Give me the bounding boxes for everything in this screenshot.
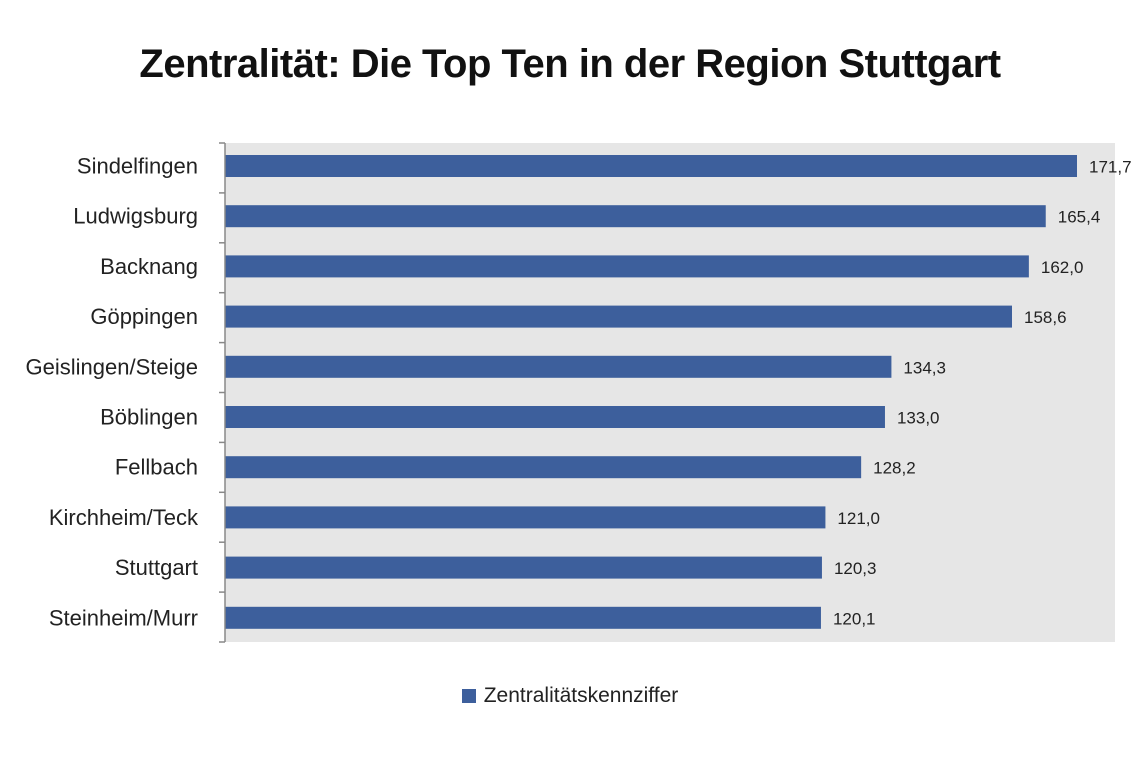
category-label: Steinheim/Murr xyxy=(49,605,198,630)
category-label: Backnang xyxy=(100,254,198,279)
chart-title: Zentralität: Die Top Ten in der Region S… xyxy=(139,42,1001,86)
category-label: Stuttgart xyxy=(115,555,198,580)
bars-group xyxy=(225,155,1077,629)
data-label: 128,2 xyxy=(873,459,916,478)
bar xyxy=(225,406,885,428)
category-label: Sindelfingen xyxy=(77,154,198,179)
bar xyxy=(225,305,1012,328)
category-label: Geislingen/Steige xyxy=(26,354,198,379)
data-label: 121,0 xyxy=(837,509,880,528)
legend-swatch xyxy=(461,689,476,703)
category-label: Fellbach xyxy=(115,455,198,480)
category-label: Ludwigsburg xyxy=(73,204,198,229)
bar xyxy=(225,255,1029,278)
category-labels: Sindelfingen Ludwigsburg Backnang Göppingen… xyxy=(26,154,199,631)
category-label: Böblingen xyxy=(100,405,198,430)
data-label: 134,3 xyxy=(903,358,946,377)
bar xyxy=(225,155,1077,177)
category-label: Göppingen xyxy=(90,304,198,329)
data-label: 120,3 xyxy=(834,559,877,578)
bar xyxy=(225,606,821,629)
data-label: 133,0 xyxy=(897,409,940,428)
y-axis-ticks xyxy=(219,142,225,643)
value-labels: 171,7 165,4 162,0 158,6 134,3 133,0 128,2 121,0… xyxy=(833,158,1132,629)
bar xyxy=(225,355,892,378)
data-label: 120,1 xyxy=(833,609,876,628)
data-label: 162,0 xyxy=(1041,258,1084,277)
legend-label: Zentralitätskennziffer xyxy=(483,684,679,707)
data-label: 165,4 xyxy=(1058,208,1101,227)
data-label: 171,7 xyxy=(1089,158,1132,177)
category-label: Kirchheim/Teck xyxy=(49,505,199,530)
legend: Zentralitätskennziffer xyxy=(0,684,1140,708)
bar xyxy=(225,556,822,579)
data-label: 158,6 xyxy=(1024,308,1067,327)
bar xyxy=(225,506,826,529)
bar xyxy=(225,205,1046,228)
bar xyxy=(225,456,862,479)
